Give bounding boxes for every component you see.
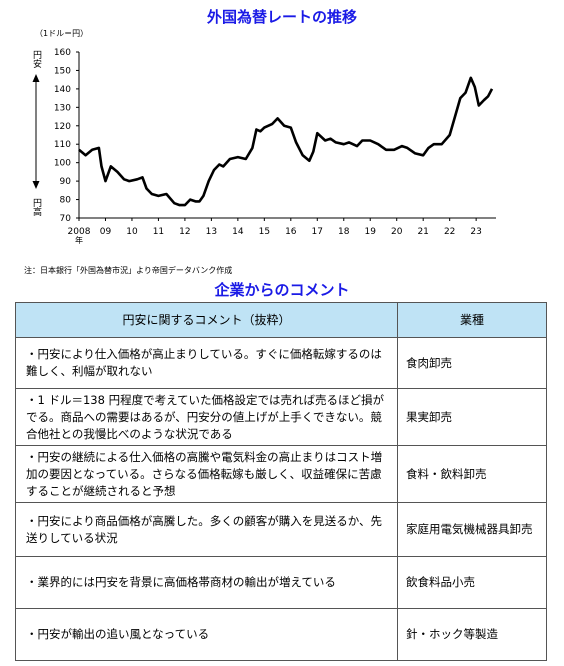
x-tick-label: 21 xyxy=(417,227,428,237)
yen-strong-label: 円高 xyxy=(31,198,42,217)
x-tick-label: 19 xyxy=(365,227,377,237)
exchange-rate-chart: 70 80 90 100 110 120 130 140 150 160 2008 09 10 11 12… xyxy=(31,29,496,245)
y-tick-label: 90 xyxy=(60,177,72,187)
comment-cell: ・業界的には円安を背景に高価格帯商材の輸出が増えている xyxy=(15,556,398,609)
x-tick-label: 17 xyxy=(312,227,323,237)
comment-cell: ・円安により仕入価格が高止まりしている。すぐに価格転嫁するのは難しく、利幅が取れ… xyxy=(15,337,398,389)
industry-cell: 飲食料品小売 xyxy=(397,556,547,609)
table-row: ・円安により商品価格が高騰した。多くの顧客が購入を見送るか、先送りしている状況 … xyxy=(15,502,547,557)
comment-cell: ・円安により商品価格が高騰した。多くの顧客が購入を見送るか、先送りしている状況 xyxy=(15,502,398,557)
comment-cell: ・円安の継続による仕入価格の高騰や電気料金の高止まりはコスト増加の要因となってい… xyxy=(15,445,398,503)
x-tick-label: 2008 xyxy=(68,227,91,237)
table-header-row: 円安に関するコメント（抜粋） 業種 xyxy=(15,302,547,338)
y-tick-label: 80 xyxy=(60,196,72,206)
x-tick-label: 16 xyxy=(285,227,297,237)
x-tick-label: 20 xyxy=(391,227,403,237)
industry-cell: 果実卸売 xyxy=(397,388,547,446)
industry-cell: 針・ホック等製造 xyxy=(397,608,547,661)
comment-cell: ・1 ドル＝138 円程度で考えていた価格設定では売れば売るほど損がでる。商品へ… xyxy=(15,388,398,446)
unit-label: （1ドル＝円） xyxy=(35,29,88,38)
y-axis-ticks: 70 80 90 100 110 120 130 140 150 160 xyxy=(54,48,79,224)
industry-cell: 家庭用電気機械器具卸売 xyxy=(397,502,547,557)
x-tick-label: 10 xyxy=(126,227,138,237)
x-tick-label: 14 xyxy=(232,227,244,237)
table-row: ・1 ドル＝138 円程度で考えていた価格設定では売れば売るほど損がでる。商品へ… xyxy=(15,388,547,446)
x-tick-label: 09 xyxy=(100,227,112,237)
y-tick-label: 150 xyxy=(54,66,71,76)
yen-weak-label: 円安 xyxy=(31,50,42,69)
x-tick-label: 12 xyxy=(179,227,190,237)
exchange-rate-line xyxy=(78,76,494,207)
source-note: 注：日本銀行「外国為替市況」より帝国データバンク作成 xyxy=(24,266,233,275)
industry-cell: 食料・飲料卸売 xyxy=(397,445,547,503)
y-tick-label: 160 xyxy=(54,48,71,58)
x-tick-label: 22 xyxy=(444,227,455,237)
x-tick-label: 18 xyxy=(338,227,350,237)
comment-column-header: 円安に関するコメント（抜粋） xyxy=(15,302,398,338)
y-tick-label: 140 xyxy=(54,85,71,95)
x-tick-label: 13 xyxy=(206,227,217,237)
comment-cell: ・円安が輸出の追い風となっている xyxy=(15,608,398,661)
comments-table: 円安に関するコメント（抜粋） 業種 ・円安により仕入価格が高止まりしている。すぐ… xyxy=(15,302,547,661)
y-tick-label: 100 xyxy=(54,159,71,169)
year-suffix-label: 年 xyxy=(75,235,83,245)
y-tick-label: 110 xyxy=(54,140,71,150)
comments-title: 企業からのコメント xyxy=(214,281,350,299)
chart-title: 外国為替レートの推移 xyxy=(206,8,357,26)
table-row: ・円安により仕入価格が高止まりしている。すぐに価格転嫁するのは難しく、利幅が取れ… xyxy=(15,337,547,389)
industry-cell: 食肉卸売 xyxy=(397,337,547,389)
x-tick-label: 15 xyxy=(259,227,270,237)
x-axis-ticks: 2008 09 10 11 12 13 14 15 16 17 18 19 20 21 22 23 xyxy=(68,218,482,237)
arrow-up-icon xyxy=(32,74,40,82)
arrow-down-icon xyxy=(32,181,40,189)
y-tick-label: 70 xyxy=(60,214,72,224)
table-row: ・円安の継続による仕入価格の高騰や電気料金の高止まりはコスト増加の要因となってい… xyxy=(15,445,547,503)
y-tick-label: 130 xyxy=(54,103,71,113)
x-tick-label: 23 xyxy=(470,227,481,237)
x-tick-label: 11 xyxy=(153,227,164,237)
industry-column-header: 業種 xyxy=(397,302,547,338)
table-row: ・円安が輸出の追い風となっている 針・ホック等製造 xyxy=(15,608,547,661)
y-tick-label: 120 xyxy=(54,122,71,132)
table-row: ・業界的には円安を背景に高価格帯商材の輸出が増えている 飲食料品小売 xyxy=(15,556,547,609)
